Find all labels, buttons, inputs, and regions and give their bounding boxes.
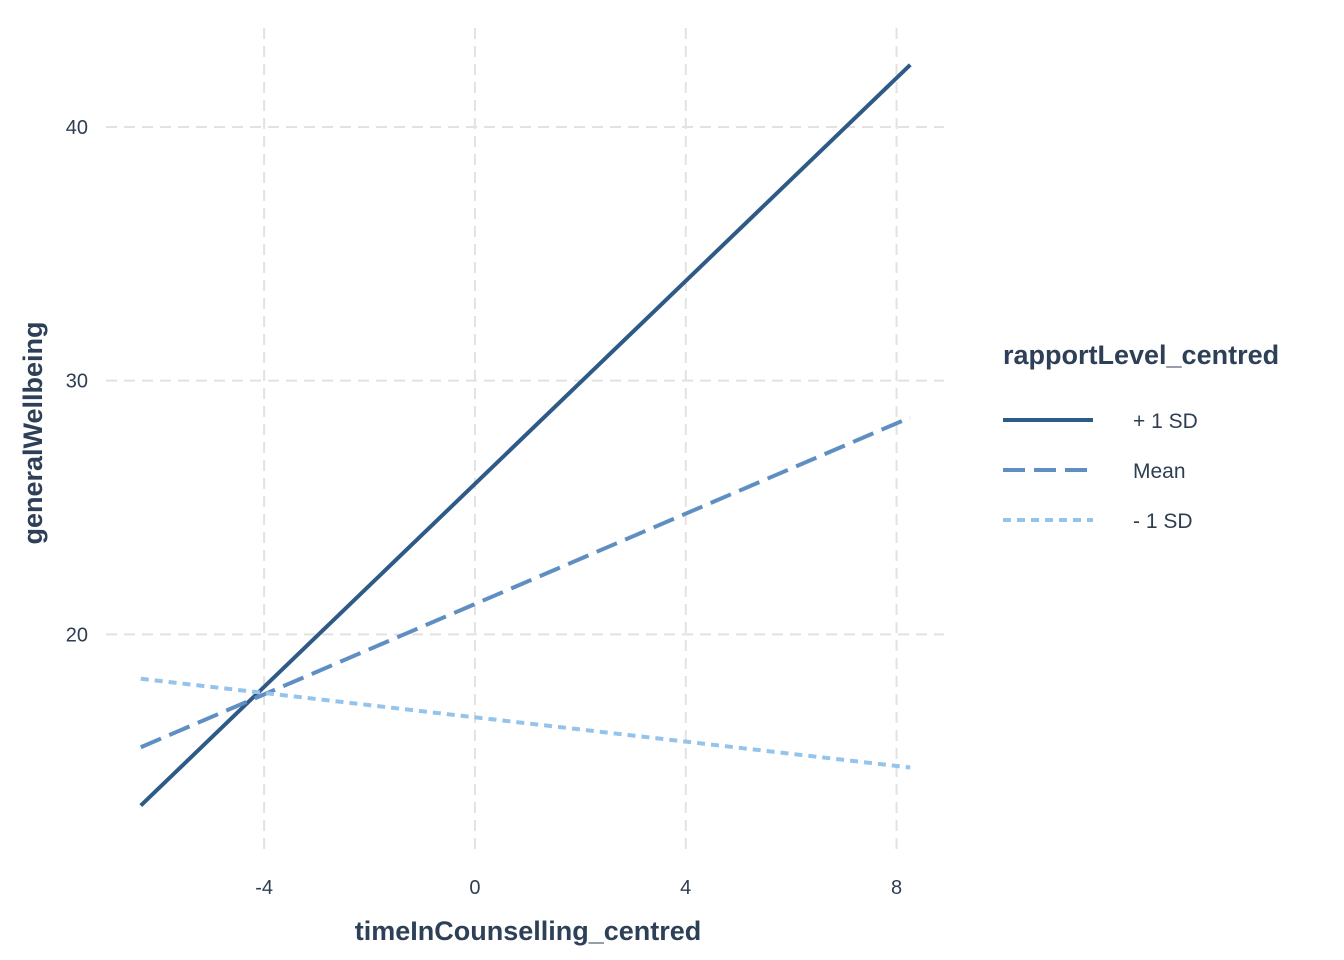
legend-label-3: - 1 SD bbox=[1133, 510, 1193, 533]
y-axis-title: generalWellbeing bbox=[18, 321, 48, 544]
x-axis-title: timeInCounselling_centred bbox=[355, 916, 702, 946]
y-tick-label: 40 bbox=[66, 117, 88, 139]
series-line-3 bbox=[140, 676, 911, 770]
x-axis-ticks: -4 0 4 8 bbox=[255, 877, 902, 899]
series-line-1 bbox=[139, 63, 912, 808]
legend-items: + 1 SD Mean - 1 SD bbox=[1003, 410, 1198, 533]
x-tick-label: 8 bbox=[891, 877, 902, 899]
series-line-2 bbox=[139, 415, 912, 750]
grid-lines bbox=[106, 28, 944, 850]
x-tick-label: 4 bbox=[680, 877, 691, 899]
series-lines bbox=[139, 63, 912, 808]
y-tick-label: 30 bbox=[66, 371, 88, 393]
y-axis-ticks: 20 30 40 bbox=[66, 117, 88, 646]
legend-label-1: + 1 SD bbox=[1133, 410, 1198, 433]
legend-label-2: Mean bbox=[1133, 460, 1186, 483]
x-tick-label: 0 bbox=[469, 877, 480, 899]
x-tick-label: -4 bbox=[255, 877, 273, 899]
legend-title: rapportLevel_centred bbox=[1003, 340, 1279, 370]
y-tick-label: 20 bbox=[66, 624, 88, 646]
legend: rapportLevel_centred + 1 SD Mean - 1 SD bbox=[1003, 340, 1279, 533]
